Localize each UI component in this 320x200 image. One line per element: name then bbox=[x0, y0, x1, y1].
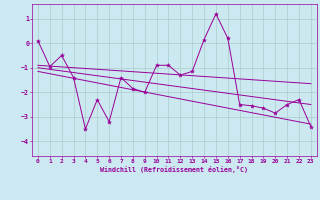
X-axis label: Windchill (Refroidissement éolien,°C): Windchill (Refroidissement éolien,°C) bbox=[100, 166, 248, 173]
